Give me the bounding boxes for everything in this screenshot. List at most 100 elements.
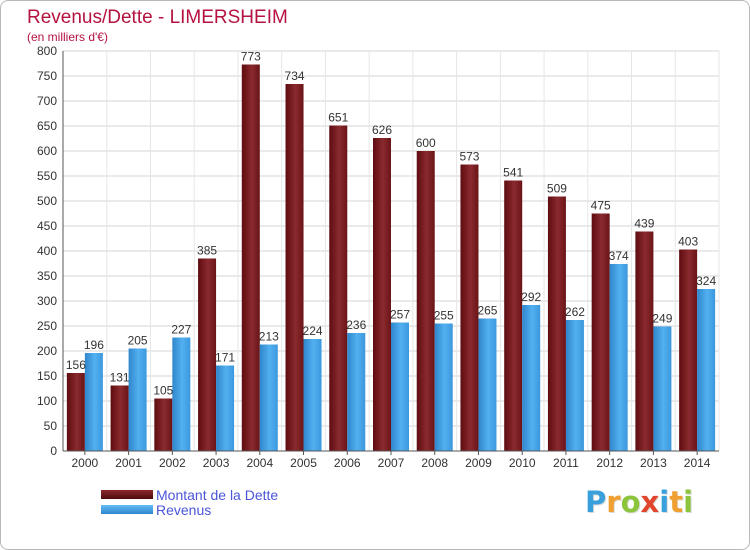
data-label-debt: 385: [197, 244, 217, 258]
data-label-revenue: 213: [259, 330, 279, 344]
bar-debt: [285, 84, 304, 451]
bar-debt: [635, 231, 654, 451]
data-label-debt: 541: [503, 166, 523, 180]
x-tick-label: 2003: [203, 456, 230, 470]
bar-debt: [416, 151, 435, 451]
data-label-debt: 734: [285, 69, 305, 83]
bar-revenue: [697, 289, 716, 451]
x-tick-label: 2012: [596, 456, 623, 470]
y-tick-label: 500: [37, 194, 57, 208]
legend-item-revenue: Revenus: [101, 501, 278, 518]
bar-revenue: [303, 339, 322, 451]
y-tick-label: 350: [37, 269, 57, 283]
data-label-debt: 509: [547, 182, 567, 196]
y-tick-label: 50: [44, 419, 58, 433]
data-label-debt: 439: [634, 217, 654, 231]
x-tick-label: 2010: [509, 456, 536, 470]
bar-debt: [198, 258, 217, 451]
x-tick-label: 2000: [72, 456, 99, 470]
data-label-revenue: 292: [521, 290, 541, 304]
y-tick-label: 800: [37, 44, 57, 58]
logo-letter: i: [683, 485, 694, 519]
data-label-revenue: 196: [84, 338, 104, 352]
bar-revenue: [522, 305, 541, 451]
chart-subtitle: (en milliers d'€): [27, 30, 108, 44]
bar-debt: [329, 125, 348, 451]
y-tick-label: 0: [50, 444, 57, 458]
x-tick-label: 2002: [159, 456, 186, 470]
y-tick-label: 100: [37, 394, 57, 408]
logo-letter: x: [640, 485, 660, 519]
data-label-revenue: 324: [696, 274, 716, 288]
chart-title: Revenus/Dette - LIMERSHEIM: [27, 7, 288, 28]
x-tick-label: 2009: [465, 456, 492, 470]
bar-revenue: [478, 318, 497, 451]
bar-revenue: [84, 353, 103, 451]
data-label-revenue: 171: [215, 351, 235, 365]
x-tick-label: 2006: [334, 456, 361, 470]
logo-letter: t: [669, 485, 684, 519]
y-tick-label: 650: [37, 119, 57, 133]
bar-revenue: [216, 365, 235, 451]
y-tick-label: 600: [37, 144, 57, 158]
logo-letter: o: [620, 485, 641, 519]
logo-letter: P: [585, 485, 607, 519]
data-label-debt: 600: [416, 136, 436, 150]
bar-revenue: [172, 337, 191, 451]
legend-label-revenue: Revenus: [156, 501, 212, 518]
x-tick-label: 2007: [378, 456, 405, 470]
x-tick-label: 2004: [246, 456, 273, 470]
x-tick-label: 2008: [421, 456, 448, 470]
bar-debt: [591, 213, 610, 451]
bar-debt: [154, 398, 173, 451]
bar-revenue: [653, 326, 672, 451]
x-tick-label: 2001: [115, 456, 142, 470]
data-label-revenue: 205: [128, 334, 148, 348]
y-tick-label: 700: [37, 94, 57, 108]
data-label-debt: 475: [591, 199, 611, 213]
legend-item-debt: Montant de la Dette: [101, 486, 279, 503]
bar-debt: [547, 196, 566, 451]
bar-debt: [504, 180, 523, 451]
data-label-debt: 573: [459, 150, 479, 164]
data-label-revenue: 236: [346, 318, 366, 332]
bar-revenue: [609, 264, 628, 451]
x-tick-label: 2005: [290, 456, 317, 470]
data-label-debt: 773: [241, 50, 261, 64]
bar-revenue: [128, 348, 147, 451]
legend-swatch-debt: [101, 490, 153, 499]
data-label-revenue: 255: [434, 309, 454, 323]
bar-revenue: [434, 323, 453, 451]
proxiti-logo: Proxiti: [585, 485, 693, 519]
data-label-debt: 156: [66, 358, 86, 372]
logo-letter: i: [659, 485, 670, 519]
data-label-revenue: 262: [565, 305, 585, 319]
y-tick-label: 250: [37, 319, 57, 333]
y-tick-label: 550: [37, 169, 57, 183]
data-label-revenue: 374: [609, 249, 629, 263]
bar-debt: [460, 164, 479, 451]
data-label-revenue: 265: [477, 304, 497, 318]
logo-letter: r: [606, 485, 621, 519]
y-tick-label: 300: [37, 294, 57, 308]
data-label-revenue: 224: [303, 324, 323, 338]
data-label-debt: 651: [328, 111, 348, 125]
data-label-debt: 131: [110, 371, 130, 385]
y-tick-label: 400: [37, 244, 57, 258]
bar-revenue: [347, 333, 366, 451]
bar-debt: [110, 385, 129, 451]
bar-debt: [241, 64, 260, 451]
legend-label-debt: Montant de la Dette: [156, 486, 279, 503]
y-tick-label: 150: [37, 369, 57, 383]
legend-swatch-revenue: [101, 505, 153, 514]
bar-revenue: [565, 320, 584, 451]
bar-revenue: [259, 344, 278, 451]
x-tick-label: 2011: [553, 456, 579, 470]
chart-legend: Montant de la Dette Revenus: [101, 486, 279, 518]
data-label-revenue: 249: [652, 312, 672, 326]
x-tick-label: 2014: [684, 456, 711, 470]
data-label-debt: 403: [678, 235, 698, 249]
y-tick-label: 200: [37, 344, 57, 358]
bar-debt: [679, 249, 698, 451]
